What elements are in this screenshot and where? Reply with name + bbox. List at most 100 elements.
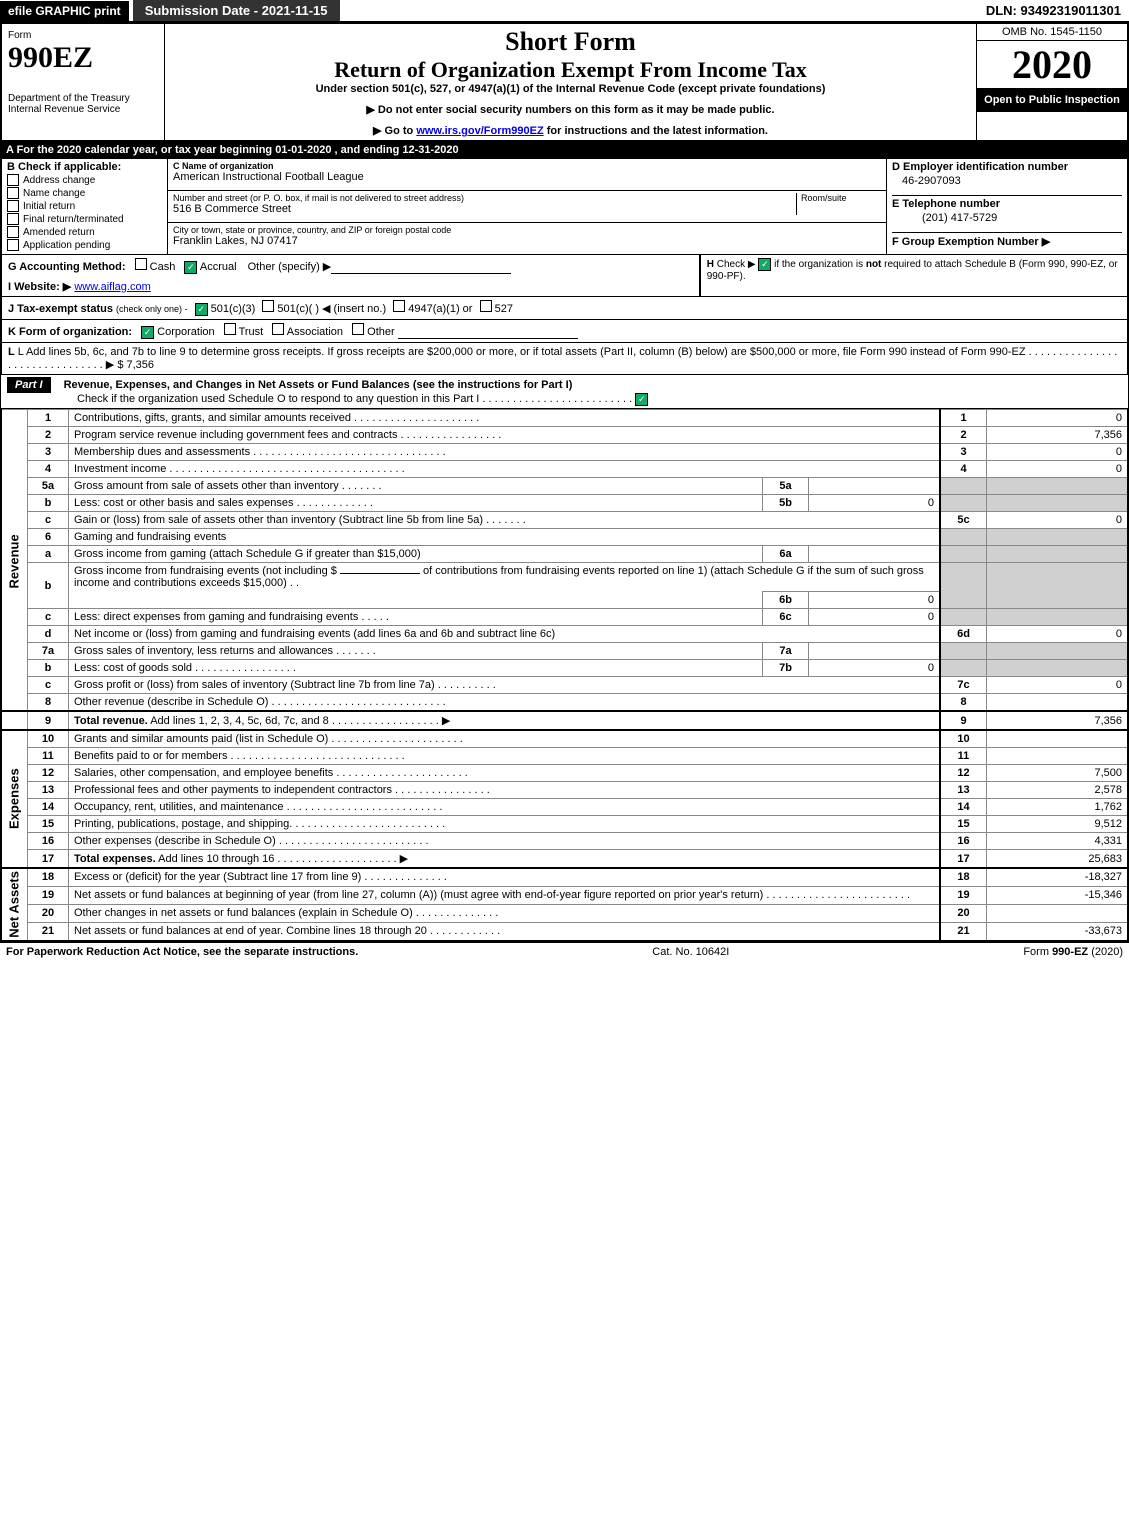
sub-amount: 0: [809, 609, 941, 626]
cb-label: Amended return: [23, 227, 95, 238]
section-g-l: G Accounting Method: Cash ✓ Accrual Othe…: [0, 255, 1129, 375]
line-amount: -18,327: [987, 868, 1129, 886]
shade-cell: [940, 609, 987, 626]
omb-year-cell: OMB No. 1545-1150 2020 Open to Public In…: [977, 23, 1129, 141]
line-desc: Gross income from gaming (attach Schedul…: [69, 546, 763, 563]
checkbox-checked-icon[interactable]: ✓: [184, 261, 197, 274]
line-num: 20: [28, 904, 69, 922]
sub-label: 6a: [763, 546, 809, 563]
line-amount: 0: [987, 512, 1129, 529]
c-name-cell: C Name of organization American Instruct…: [168, 159, 887, 191]
line-desc: Total expenses. Add lines 10 through 16 …: [69, 850, 941, 869]
l-body: L Add lines 5b, 6c, and 7b to line 9 to …: [18, 346, 1026, 358]
checkbox-icon[interactable]: [393, 300, 405, 312]
line-num: 3: [28, 444, 69, 461]
irs-link[interactable]: www.irs.gov/Form990EZ: [416, 125, 543, 137]
l-amount: $ 7,356: [117, 359, 154, 371]
shade-cell: [987, 495, 1129, 512]
line-desc: Gain or (loss) from sale of assets other…: [69, 512, 941, 529]
line-num: 8: [28, 694, 69, 712]
checkbox-icon: [7, 213, 19, 225]
line-num: b: [28, 660, 69, 677]
arrow2-post: for instructions and the latest informat…: [544, 125, 768, 137]
k-other: Other: [367, 326, 395, 338]
cb-label: Name change: [23, 188, 85, 199]
checkbox-checked-icon[interactable]: ✓: [758, 258, 771, 271]
arrow-line-2: ▶ Go to www.irs.gov/Form990EZ for instru…: [171, 124, 970, 137]
checkbox-checked-icon[interactable]: ✓: [635, 393, 648, 406]
top-bar: efile GRAPHIC print Submission Date - 20…: [0, 0, 1129, 22]
omb-number: OMB No. 1545-1150: [977, 24, 1127, 41]
line-right-num: 4: [940, 461, 987, 478]
checkbox-icon[interactable]: [224, 323, 236, 335]
line-amount: 0: [987, 444, 1129, 461]
line-desc: Grants and similar amounts paid (list in…: [69, 730, 941, 748]
sub-label: 5b: [763, 495, 809, 512]
shade-cell: [940, 478, 987, 495]
checkbox-icon: [7, 239, 19, 251]
line-right-num: 14: [940, 799, 987, 816]
line-desc: Net income or (loss) from gaming and fun…: [69, 626, 941, 643]
l-text: L L Add lines 5b, 6c, and 7b to line 9 t…: [8, 346, 1026, 358]
line-right-num: 12: [940, 765, 987, 782]
shade-cell: [940, 643, 987, 660]
checkbox-checked-icon[interactable]: ✓: [195, 303, 208, 316]
line-amount: -15,346: [987, 886, 1129, 904]
blank-line: [340, 573, 420, 574]
cb-amended-return[interactable]: Amended return: [7, 226, 162, 238]
city-value: Franklin Lakes, NJ 07417: [173, 235, 881, 247]
shade-cell: [987, 609, 1129, 626]
line-amount: 7,356: [987, 427, 1129, 444]
shade-cell: [987, 563, 1129, 609]
checkbox-icon[interactable]: [272, 323, 284, 335]
form-header-table: Form 990EZ Department of the Treasury In…: [0, 22, 1129, 142]
j-501c: 501(c)( ) ◀ (insert no.): [277, 303, 386, 315]
cb-application-pending[interactable]: Application pending: [7, 239, 162, 251]
tax-year: 2020: [977, 41, 1127, 88]
line-right-num: 15: [940, 816, 987, 833]
line-num: b: [28, 495, 69, 512]
line-right-num: 19: [940, 886, 987, 904]
line-amount: 0: [987, 626, 1129, 643]
checkbox-icon[interactable]: [480, 300, 492, 312]
l6b-d1: Gross income from fundraising events (no…: [74, 565, 337, 577]
k-trust: Trust: [239, 326, 264, 338]
cb-initial-return[interactable]: Initial return: [7, 200, 162, 212]
line-amount: 0: [987, 677, 1129, 694]
blank-line: [331, 261, 511, 274]
j-label: J Tax-exempt status: [8, 303, 113, 315]
line-num: 7a: [28, 643, 69, 660]
line-num: 15: [28, 816, 69, 833]
line-right-num: 7c: [940, 677, 987, 694]
j-note: (check only one) -: [116, 304, 188, 314]
website-link[interactable]: www.aiflag.com: [74, 281, 150, 293]
e-tel-label: E Telephone number: [892, 195, 1122, 210]
checkbox-checked-icon[interactable]: ✓: [141, 326, 154, 339]
line-right-num: 8: [940, 694, 987, 712]
checkbox-icon[interactable]: [352, 323, 364, 335]
line-num: 6: [28, 529, 69, 546]
cb-label: Final return/terminated: [23, 214, 124, 225]
cb-name-change[interactable]: Name change: [7, 187, 162, 199]
checkbox-icon[interactable]: [262, 300, 274, 312]
blank-line: [398, 326, 578, 339]
line-desc: Net assets or fund balances at beginning…: [69, 886, 941, 904]
cb-label: Initial return: [23, 201, 75, 212]
line-right-num: 2: [940, 427, 987, 444]
line-right-num: 21: [940, 922, 987, 940]
line-num: 9: [28, 711, 69, 730]
efile-print-button[interactable]: efile GRAPHIC print: [0, 1, 129, 21]
b-check-applicable: B Check if applicable: Address change Na…: [1, 159, 168, 255]
line-right-num: 3: [940, 444, 987, 461]
shade-cell: [940, 660, 987, 677]
return-title: Return of Organization Exempt From Incom…: [171, 57, 970, 83]
line-num: 11: [28, 748, 69, 765]
line-desc: Other expenses (describe in Schedule O) …: [69, 833, 941, 850]
line-amount: 7,500: [987, 765, 1129, 782]
line-num: 18: [28, 868, 69, 886]
line-desc: Gross profit or (loss) from sales of inv…: [69, 677, 941, 694]
checkbox-icon[interactable]: [135, 258, 147, 270]
cb-address-change[interactable]: Address change: [7, 174, 162, 186]
sub-amount: [809, 546, 941, 563]
cb-final-return[interactable]: Final return/terminated: [7, 213, 162, 225]
